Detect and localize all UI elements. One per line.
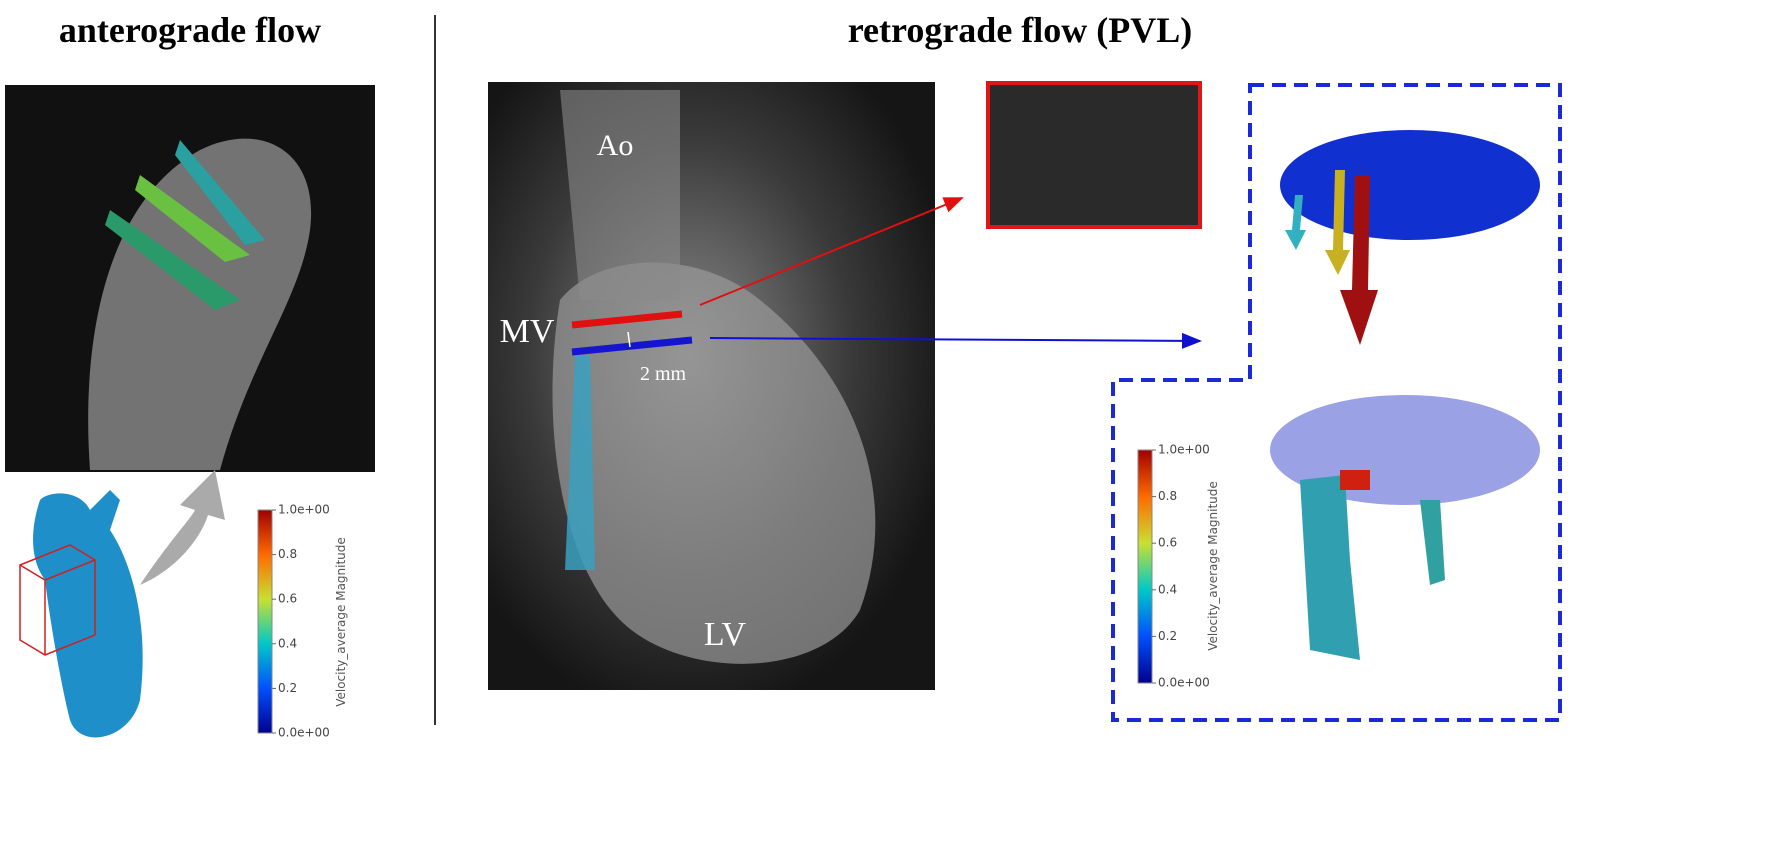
plane-red	[571, 310, 683, 329]
ventricle-tissue	[552, 262, 876, 664]
image-label: 2 mm	[640, 363, 687, 385]
colorbar-tick-label: 0.0e+00	[1158, 676, 1210, 690]
colorbar-tick-label: 0.6	[1158, 536, 1177, 550]
leak-jet	[1300, 475, 1360, 660]
leak-core	[1340, 470, 1370, 490]
velocity-arrows	[1285, 170, 1378, 345]
image-label: MV	[500, 313, 555, 350]
colorbar-tick-label: 0.4	[1158, 582, 1177, 596]
panel-title: anterograde flow	[59, 10, 321, 50]
leak-jet	[1420, 500, 1445, 585]
colorbar-label: Velocity_average Magnitude	[334, 537, 348, 707]
panel-title: retrograde flow (PVL)	[848, 10, 1193, 50]
colorbar	[257, 509, 273, 734]
pointer-arrow	[709, 332, 1202, 349]
flow-planes	[105, 140, 265, 310]
region-box	[19, 544, 96, 656]
zoom-arrow	[140, 470, 225, 585]
colorbar-tick-label: 0.2	[278, 681, 297, 695]
colorbar-tick-label: 0.4	[278, 636, 297, 650]
heart-tissue	[88, 138, 312, 470]
colorbar-tick-label: 0.8	[1158, 489, 1177, 503]
colorbar-label: Velocity_average Magnitude	[1206, 481, 1220, 651]
colorbar-tick-label: 1.0e+00	[1158, 443, 1210, 457]
colorbar-tick-label: 0.6	[278, 592, 297, 606]
colorbar	[1137, 449, 1153, 684]
aorta-tissue	[560, 90, 680, 300]
pointer-arrow	[699, 197, 964, 306]
distance-marker	[627, 331, 631, 348]
plane-blue	[571, 336, 693, 356]
colorbar-tick-label: 1.0e+00	[278, 503, 330, 517]
jet-stream	[565, 355, 595, 570]
colorbar-tick-label: 0.2	[1158, 629, 1177, 643]
valve-disc	[1280, 130, 1540, 240]
cross-section	[986, 81, 1202, 229]
colorbar-tick-label: 0.0e+00	[278, 726, 330, 740]
heart-model	[33, 490, 143, 738]
detail-frame	[1111, 83, 1562, 722]
image-label: Ao	[597, 129, 634, 162]
colorbar-tick-label: 0.8	[278, 547, 297, 561]
image-label: LV	[704, 616, 747, 653]
